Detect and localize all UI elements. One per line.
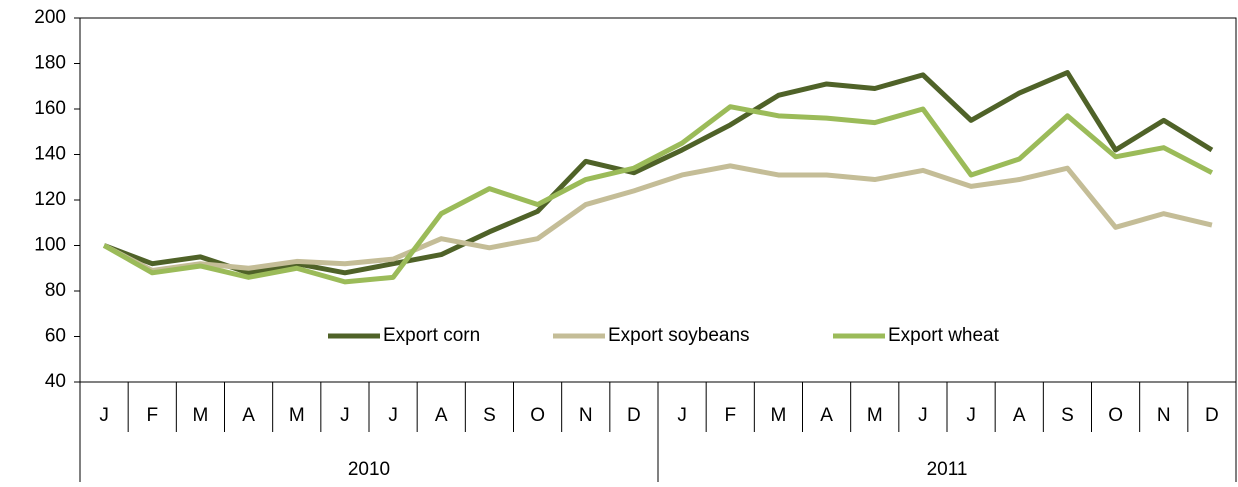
x-tick-label: J [388, 405, 398, 426]
x-tick-label: M [289, 405, 305, 426]
x-tick-label: J [677, 405, 687, 426]
group-label: 2010 [348, 459, 390, 480]
y-tick-label: 140 [34, 144, 66, 165]
x-tick-label: A [435, 405, 448, 426]
x-tick-label: N [579, 405, 593, 426]
x-tick-label: D [1205, 405, 1219, 426]
x-tick-label: D [627, 405, 641, 426]
x-tick-label: M [193, 405, 209, 426]
y-tick-label: 160 [34, 98, 66, 119]
x-tick-label: M [867, 405, 883, 426]
y-tick-label: 40 [45, 371, 66, 392]
x-tick-label: S [483, 405, 496, 426]
y-tick-label: 80 [45, 280, 66, 301]
y-tick-label: 60 [45, 326, 66, 347]
y-tick-label: 180 [34, 53, 66, 74]
x-tick-label: O [1108, 405, 1123, 426]
x-tick-label: A [820, 405, 833, 426]
x-tick-label: J [918, 405, 928, 426]
x-tick-label: A [242, 405, 255, 426]
series-line [102, 163, 1213, 274]
group-label: 2011 [927, 459, 968, 480]
legend-label: Export corn [383, 325, 480, 346]
y-tick-label: 120 [34, 189, 66, 210]
series-line [102, 104, 1214, 285]
x-tick-label: N [1157, 405, 1171, 426]
y-tick-label: 200 [34, 7, 66, 28]
series-line [103, 70, 1214, 276]
x-tick-label: F [146, 405, 158, 426]
x-tick-label: F [724, 405, 736, 426]
x-tick-label: J [966, 405, 976, 426]
x-tick-label: A [1013, 405, 1026, 426]
x-tick-label: J [340, 405, 350, 426]
y-tick-label: 100 [34, 235, 66, 256]
legend-label: Export soybeans [608, 325, 750, 346]
x-tick-label: O [530, 405, 545, 426]
x-tick-label: S [1061, 405, 1074, 426]
legend-label: Export wheat [888, 325, 1000, 346]
x-tick-label: M [771, 405, 787, 426]
x-tick-label: J [99, 405, 109, 426]
